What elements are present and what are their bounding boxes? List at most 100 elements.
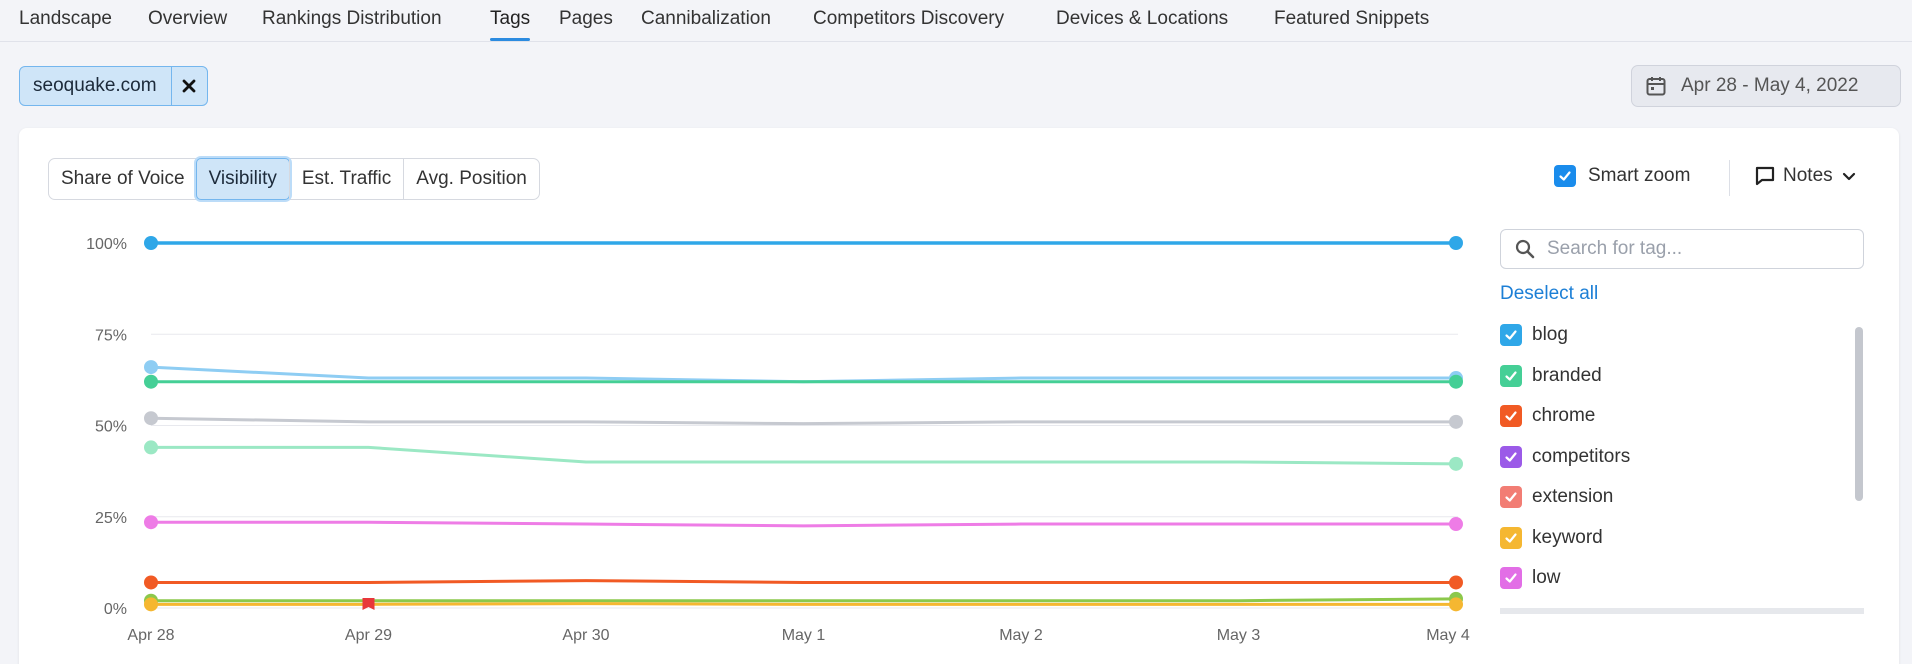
- series-end-point: [1449, 575, 1463, 590]
- tag-label: blog: [1532, 324, 1568, 345]
- tab-tags[interactable]: Tags: [490, 8, 531, 41]
- notes-label: Notes: [1783, 165, 1833, 186]
- series-line: [151, 597, 1457, 603]
- deselect-all-link[interactable]: Deselect all: [1500, 283, 1599, 304]
- checkmark-icon: [1505, 451, 1517, 462]
- series-start-point: [144, 575, 158, 590]
- series-start-point: [144, 374, 158, 389]
- y-tick-label: 0%: [104, 601, 127, 618]
- series-line: [150, 416, 1456, 426]
- tag-item-extension[interactable]: extension: [1500, 486, 1613, 508]
- y-tick-label: 75%: [95, 327, 127, 344]
- metric-avg-position[interactable]: Avg. Position: [403, 159, 539, 199]
- toolbar-divider: [1729, 160, 1730, 196]
- tag-item-blog[interactable]: blog: [1500, 324, 1568, 346]
- tag-label: competitors: [1532, 445, 1631, 467]
- tag-checkbox[interactable]: [1500, 445, 1522, 468]
- metric-est-traffic[interactable]: Est. Traffic: [288, 159, 403, 199]
- tag-list: blog branded chrome competitors extension key…: [1500, 322, 1850, 614]
- domain-filter-chip: seoquake.com: [19, 66, 208, 106]
- series-start-point: [144, 597, 158, 612]
- series-start-point: [144, 236, 158, 250]
- close-icon: [182, 79, 196, 93]
- tag-item-chrome[interactable]: chrome: [1500, 405, 1595, 427]
- chart-card: [19, 128, 1899, 664]
- chevron-down-icon: [1842, 172, 1855, 181]
- tab-landscape[interactable]: Landscape: [19, 8, 112, 29]
- tag-label: chrome: [1532, 405, 1596, 426]
- note-flag-icon: [362, 598, 375, 610]
- notes-dropdown[interactable]: Notes: [1754, 165, 1857, 187]
- x-tick-label: May 1: [782, 627, 826, 644]
- tag-checkbox[interactable]: [1500, 364, 1522, 387]
- tab-pages[interactable]: Pages: [559, 8, 613, 29]
- tag-search: [1500, 229, 1864, 269]
- y-tick-label: 100%: [86, 236, 127, 253]
- series-line: [150, 365, 1456, 384]
- date-range-button[interactable]: Apr 28 - May 4, 2022: [1631, 65, 1901, 107]
- checkmark-icon: [1505, 330, 1517, 340]
- series-line: [151, 520, 1456, 528]
- tag-item-keyword[interactable]: keyword: [1500, 526, 1603, 549]
- x-tick-label: Apr 28: [127, 627, 174, 644]
- series-line: [151, 602, 1456, 606]
- checkmark-icon: [1505, 532, 1517, 543]
- tag-checkbox[interactable]: [1500, 324, 1522, 346]
- domain-filter-value: seoquake.com: [33, 75, 157, 96]
- tab-competitors-discovery[interactable]: Competitors Discovery: [813, 8, 1005, 29]
- y-tick-label: 25%: [95, 510, 127, 527]
- remove-domain-button[interactable]: [170, 67, 207, 105]
- tag-label: branded: [1532, 364, 1602, 386]
- metric-selector: Share of Voice Visibility Est. Traffic A…: [48, 158, 540, 200]
- tag-item-competitors[interactable]: competitors: [1500, 445, 1631, 468]
- tag-item-low[interactable]: low: [1500, 567, 1561, 589]
- tag-checkbox[interactable]: [1500, 567, 1522, 589]
- tag-list-horizontal-scrollbar[interactable]: [1500, 608, 1864, 614]
- tag-label: keyword: [1532, 526, 1603, 548]
- series-start-point: [144, 360, 158, 375]
- series-line: [151, 445, 1457, 466]
- metric-share-of-voice[interactable]: Share of Voice: [61, 168, 185, 189]
- x-tick-label: Apr 30: [562, 627, 609, 644]
- tab-rankings-distribution[interactable]: Rankings Distribution: [262, 8, 442, 29]
- checkmark-icon: [1505, 492, 1517, 502]
- metric-visibility[interactable]: Visibility: [195, 158, 290, 200]
- series-line: [151, 579, 1456, 584]
- checkmark-icon: [1505, 370, 1517, 381]
- x-tick-label: May 2: [999, 627, 1043, 644]
- tag-checkbox[interactable]: [1500, 486, 1522, 508]
- y-tick-label: 50%: [95, 419, 127, 436]
- series-start-point: [144, 411, 158, 426]
- tab-devices-locations[interactable]: Devices & Locations: [1056, 8, 1229, 29]
- tag-checkbox[interactable]: [1500, 526, 1522, 549]
- visibility-line-chart: 100% 75% 50% 25% 0%Apr 28 Apr 29 Apr 30 May 1 Ma…: [86, 236, 1470, 644]
- checkmark-icon: [1505, 573, 1517, 583]
- checkmark-icon: [1505, 411, 1517, 421]
- series-end-point: [1449, 414, 1463, 429]
- smart-zoom-toggle[interactable]: Smart zoom: [1554, 165, 1690, 187]
- tag-search-input[interactable]: [1547, 238, 1847, 260]
- smart-zoom-checkbox[interactable]: [1554, 165, 1576, 187]
- series-end-point: [1449, 517, 1463, 532]
- tag-label: low: [1532, 567, 1561, 588]
- tag-list-scrollbar-thumb[interactable]: [1855, 327, 1863, 501]
- tab-cannibalization[interactable]: Cannibalization: [641, 8, 771, 29]
- date-range-label: Apr 28 - May 4, 2022: [1681, 75, 1859, 96]
- smart-zoom-label: Smart zoom: [1588, 165, 1691, 186]
- series-end-point: [1449, 597, 1463, 612]
- series-start-point: [144, 440, 158, 455]
- tag-checkbox[interactable]: [1500, 405, 1522, 427]
- x-tick-label: May 3: [1217, 627, 1261, 644]
- tab-featured-snippets[interactable]: Featured Snippets: [1274, 8, 1430, 29]
- series-end-point: [1449, 236, 1463, 250]
- tag-item-branded[interactable]: branded: [1500, 364, 1602, 387]
- series-end-point: [1449, 456, 1463, 471]
- calendar-icon: [1646, 77, 1666, 96]
- tab-overview[interactable]: Overview: [148, 8, 228, 29]
- checkmark-icon: [1559, 171, 1571, 181]
- report-tabs: Landscape Overview Rankings Distribution…: [0, 0, 1912, 42]
- search-icon: [1515, 239, 1535, 259]
- comment-icon: [1755, 166, 1775, 186]
- x-tick-label: May 4: [1426, 627, 1470, 644]
- x-tick-label: Apr 29: [345, 627, 392, 644]
